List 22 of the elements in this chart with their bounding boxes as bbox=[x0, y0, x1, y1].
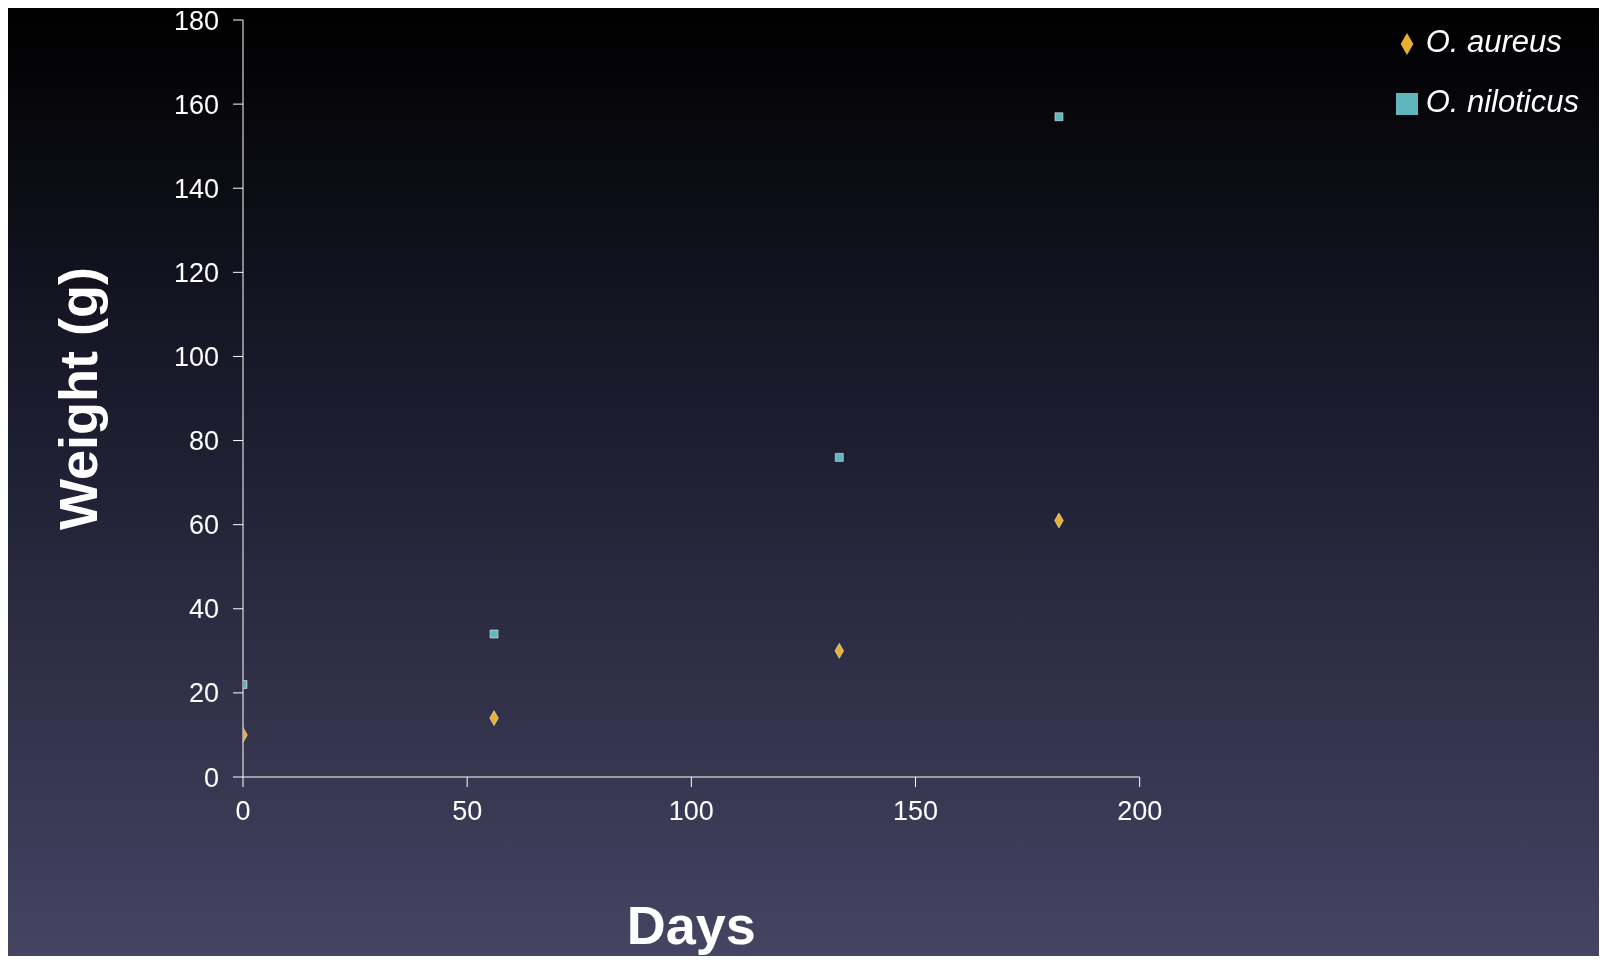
legend-label: O. niloticus bbox=[1425, 84, 1579, 119]
y-tick-label: 80 bbox=[188, 426, 219, 457]
y-axis-title: Weight (g) bbox=[48, 267, 109, 530]
x-tick-label: 100 bbox=[668, 796, 714, 827]
point bbox=[834, 452, 844, 462]
point bbox=[1054, 112, 1064, 122]
y-tick-label: 60 bbox=[188, 510, 219, 541]
y-tick-label: 180 bbox=[173, 5, 219, 36]
x-tick-label: 50 bbox=[452, 796, 483, 827]
x-tick-label: 0 bbox=[235, 796, 251, 827]
x-axis-title: Days bbox=[626, 895, 756, 955]
y-tick-label: 160 bbox=[173, 89, 219, 120]
y-tick-label: 120 bbox=[173, 257, 219, 288]
x-tick-label: 200 bbox=[1117, 796, 1163, 827]
y-tick-label: 0 bbox=[203, 762, 219, 793]
point bbox=[489, 629, 499, 639]
x-tick-label: 150 bbox=[892, 796, 939, 827]
legend-label: O. aureus bbox=[1425, 24, 1562, 59]
y-tick-label: 20 bbox=[188, 678, 219, 709]
y-tick-label: 40 bbox=[188, 594, 219, 625]
y-tick-label: 100 bbox=[173, 342, 219, 373]
y-tick-label: 140 bbox=[173, 173, 219, 204]
